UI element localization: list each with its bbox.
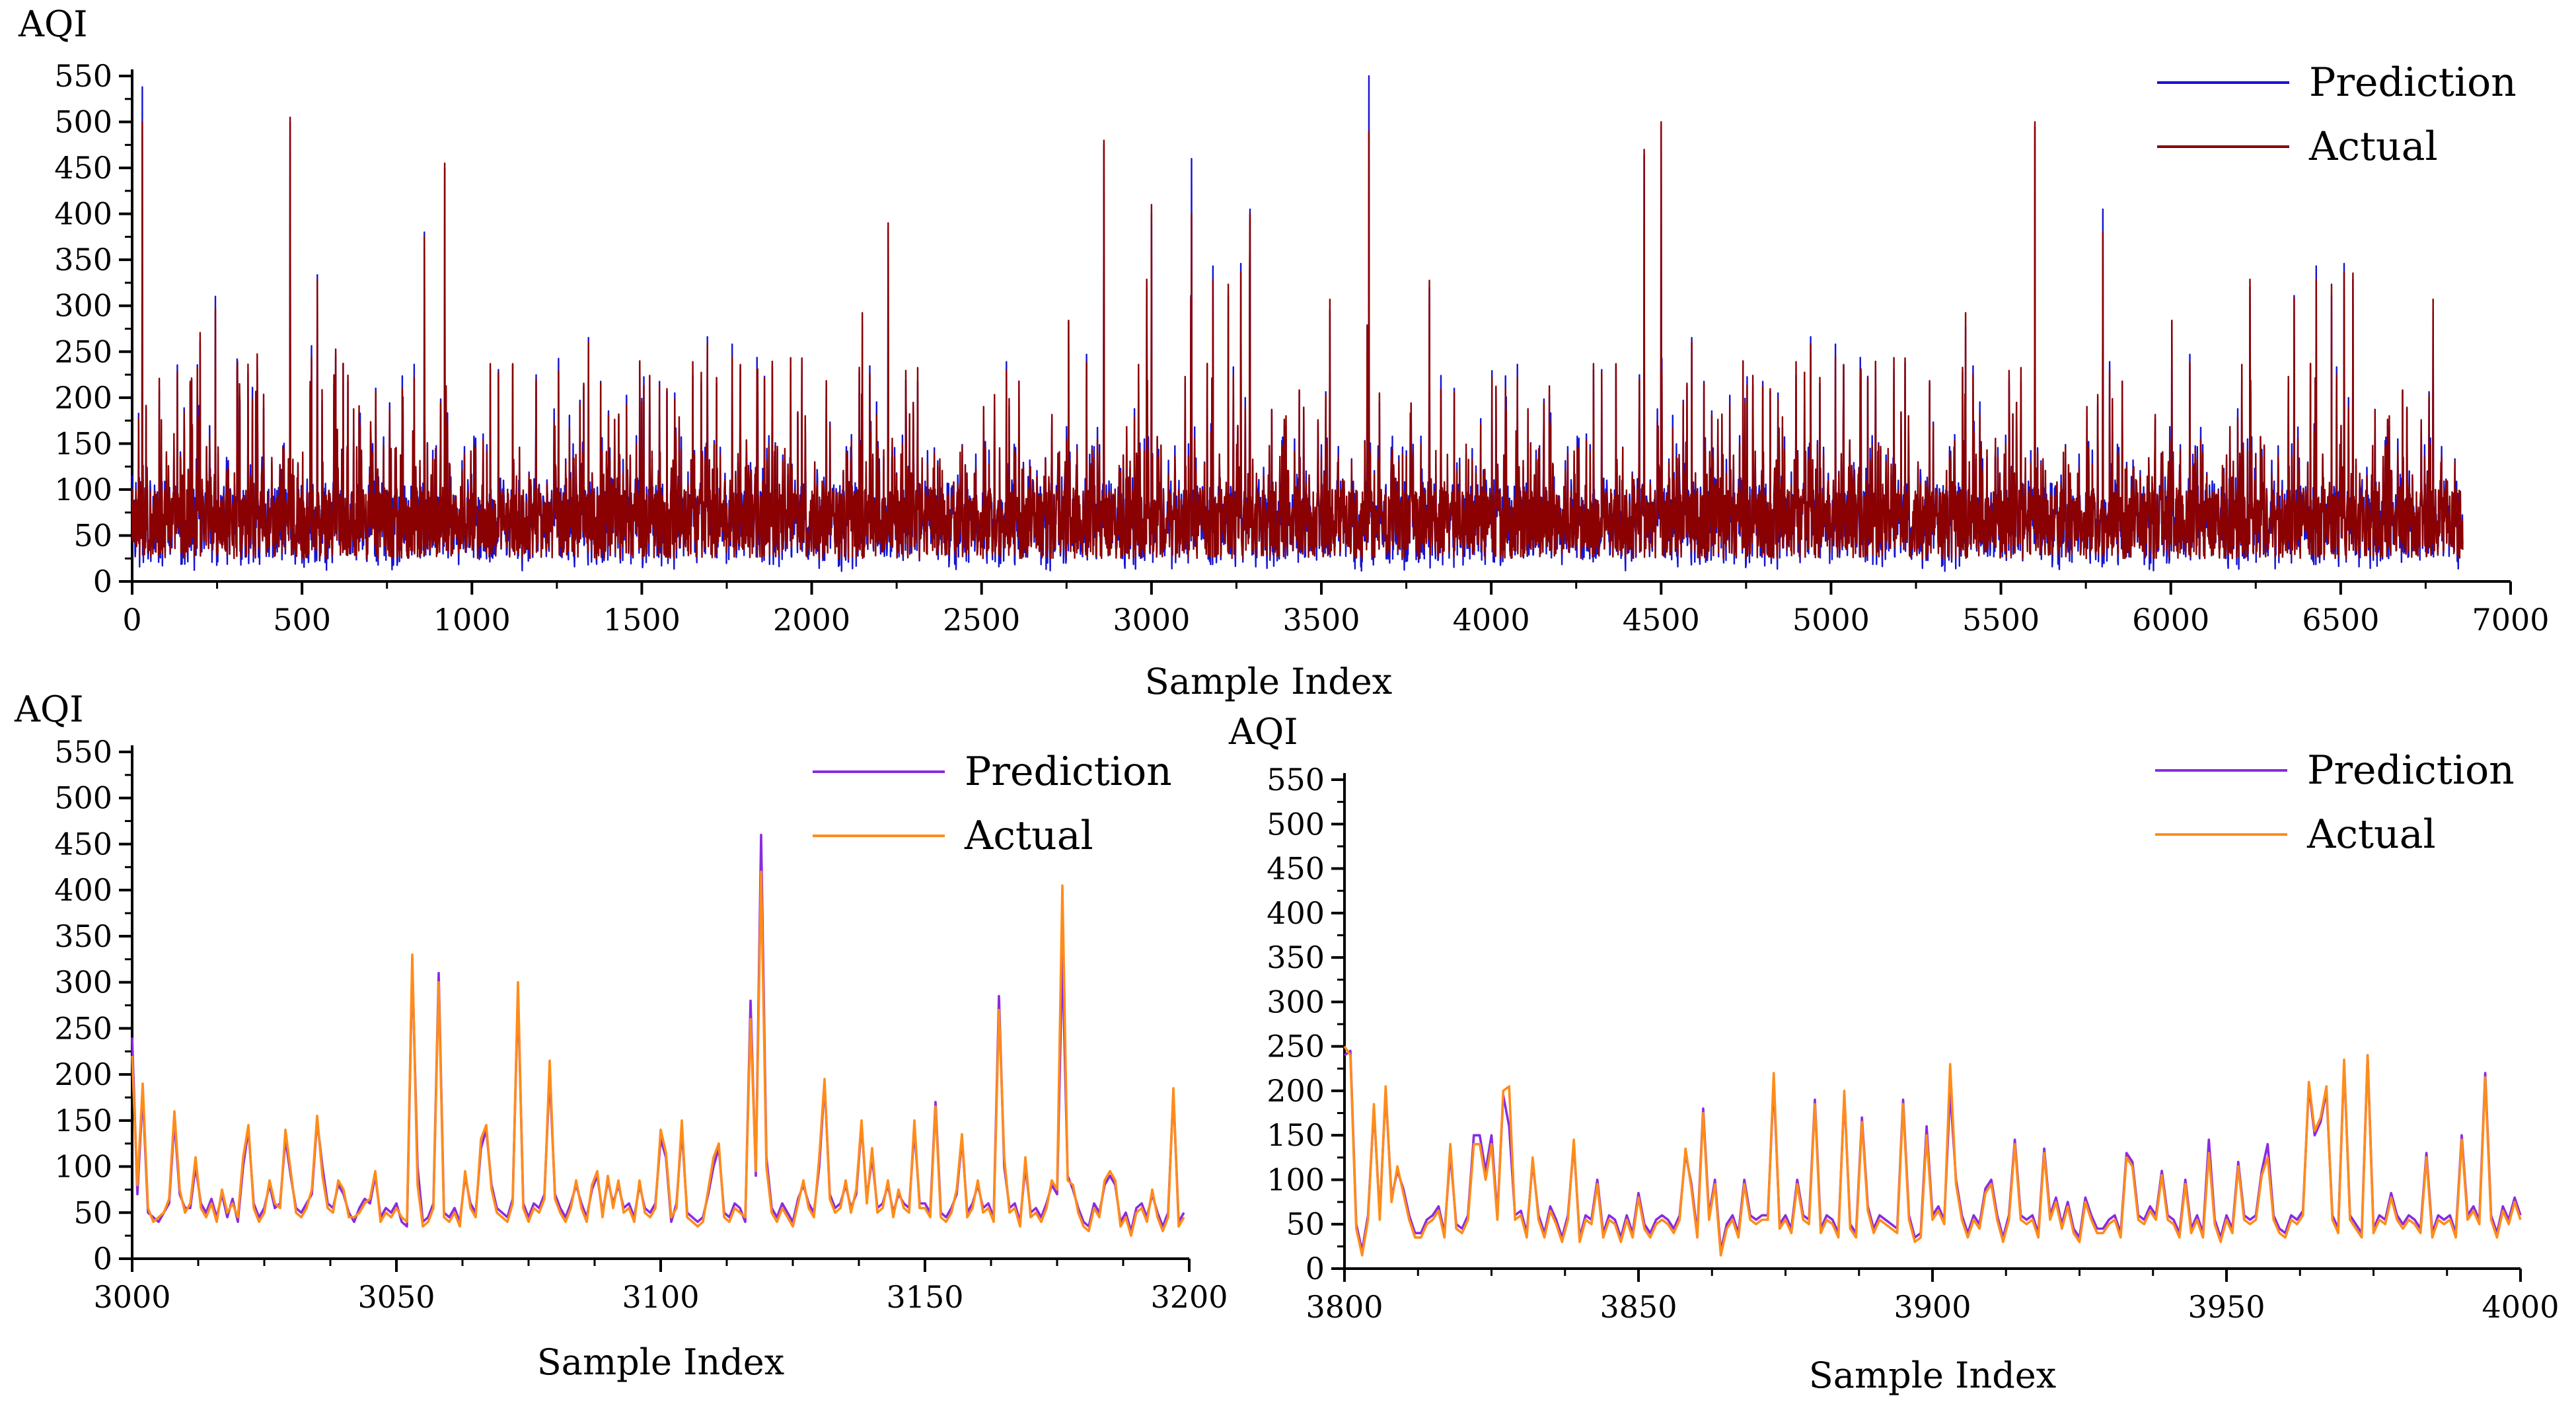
x-tick-label: 3050 xyxy=(357,1279,435,1315)
y-tick-label: 0 xyxy=(93,1241,112,1277)
y-tick-label: 400 xyxy=(54,872,112,908)
chart-panel-bottom-right: 0 50 100 150 200 250 300 350 400 450 500 550 3800 385… xyxy=(1228,711,2559,1396)
y-tick-label: 50 xyxy=(73,1195,112,1230)
legend-label-prediction: Prediction xyxy=(2307,747,2515,794)
x-tick-label: 4000 xyxy=(1453,602,1530,638)
y-tick-label: 100 xyxy=(54,1149,112,1185)
x-tick-label: 7000 xyxy=(2472,602,2549,638)
x-tick-label: 5000 xyxy=(1792,602,1870,638)
x-tick-label: 1500 xyxy=(603,602,681,638)
y-tick-label: 250 xyxy=(1267,1029,1325,1064)
series-line-actual xyxy=(1343,1045,2522,1257)
legend: Prediction Actual xyxy=(2157,59,2517,170)
y-axis-title: AQI xyxy=(18,3,88,45)
legend-label-actual: Actual xyxy=(964,813,1093,859)
y-tick-label: 350 xyxy=(54,918,112,954)
y-tick-label: 200 xyxy=(54,380,112,416)
x-axis-title: Sample Index xyxy=(1809,1355,2056,1396)
y-tick-label: 100 xyxy=(54,472,112,507)
x-tick-label: 3200 xyxy=(1150,1279,1228,1315)
y-tick-label: 150 xyxy=(54,426,112,461)
y-tick-label: 550 xyxy=(54,58,112,94)
x-tick-label: 0 xyxy=(122,602,141,638)
x-tick-label: 3000 xyxy=(1113,602,1190,638)
y-tick-label: 150 xyxy=(1267,1117,1325,1153)
x-tick-label: 2500 xyxy=(943,602,1020,638)
y-tick-label: 150 xyxy=(54,1103,112,1138)
x-axis-title: Sample Index xyxy=(537,1341,784,1383)
x-tick-label: 3900 xyxy=(1894,1289,1971,1325)
y-tick-label: 350 xyxy=(1267,940,1325,975)
y-tick-label: 450 xyxy=(1267,851,1325,887)
legend: Prediction Actual xyxy=(813,749,1172,859)
legend-label-prediction: Prediction xyxy=(2309,59,2517,106)
legend: Prediction Actual xyxy=(2155,747,2515,858)
y-tick-label: 100 xyxy=(1267,1162,1325,1197)
legend-label-actual: Actual xyxy=(2308,124,2438,170)
x-tick-label: 3100 xyxy=(622,1279,699,1315)
y-axis-title: AQI xyxy=(1228,711,1298,753)
y-tick-label: 200 xyxy=(54,1057,112,1092)
y-tick-label: 300 xyxy=(54,965,112,1000)
x-tick-label: 3500 xyxy=(1282,602,1360,638)
x-tick-label: 3800 xyxy=(1306,1289,1383,1325)
x-tick-label: 3150 xyxy=(886,1279,963,1315)
series-line-actual xyxy=(131,116,2464,560)
y-tick-label: 450 xyxy=(54,150,112,186)
y-tick-label: 300 xyxy=(1267,984,1325,1020)
y-axis-title: AQI xyxy=(14,688,84,730)
y-tick-label: 500 xyxy=(54,104,112,140)
y-tick-label: 250 xyxy=(54,334,112,369)
y-tick-label: 500 xyxy=(54,780,112,816)
y-tick-label: 350 xyxy=(54,242,112,278)
y-tick-label: 250 xyxy=(54,1010,112,1046)
x-tick-label: 3950 xyxy=(2188,1289,2265,1325)
legend-label-actual: Actual xyxy=(2306,811,2436,858)
series-line-actual xyxy=(131,870,1185,1237)
x-tick-label: 5500 xyxy=(1962,602,2040,638)
y-tick-label: 400 xyxy=(1267,895,1325,931)
x-tick-label: 500 xyxy=(273,602,331,638)
x-tick-label: 1000 xyxy=(433,602,511,638)
x-tick-label: 4500 xyxy=(1623,602,1700,638)
x-tick-label: 3000 xyxy=(93,1279,170,1315)
y-tick-label: 500 xyxy=(1267,806,1325,842)
x-tick-label: 6000 xyxy=(2132,602,2209,638)
y-tick-label: 450 xyxy=(54,826,112,862)
y-tick-label: 300 xyxy=(54,288,112,324)
y-tick-label: 50 xyxy=(1286,1207,1325,1242)
chart-panel-bottom-left: 0 50 100 150 200 250 300 350 400 450 500 550 3000 305… xyxy=(14,688,1228,1383)
y-tick-label: 200 xyxy=(1267,1073,1325,1109)
y-tick-label: 550 xyxy=(1267,762,1325,798)
x-tick-label: 3850 xyxy=(1600,1289,1677,1325)
y-tick-label: 0 xyxy=(93,564,112,599)
y-tick-label: 50 xyxy=(73,517,112,553)
y-tick-label: 400 xyxy=(54,196,112,232)
y-tick-label: 550 xyxy=(54,734,112,770)
x-axis-title: Sample Index xyxy=(1145,661,1392,702)
x-tick-label: 4000 xyxy=(2482,1289,2559,1325)
x-tick-label: 6500 xyxy=(2302,602,2379,638)
y-tick-label: 0 xyxy=(1306,1251,1325,1286)
x-tick-label: 2000 xyxy=(773,602,850,638)
legend-label-prediction: Prediction xyxy=(965,749,1172,795)
